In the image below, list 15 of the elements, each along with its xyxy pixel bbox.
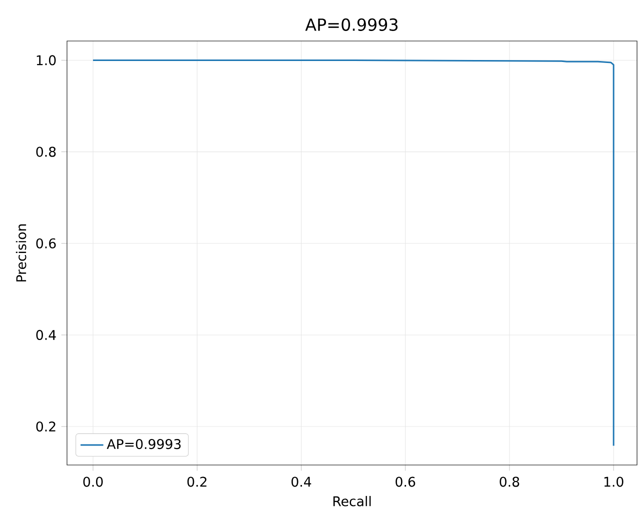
x-tick-label: 0.2 bbox=[187, 476, 206, 487]
y-tick-label: 0.4 bbox=[36, 330, 56, 340]
x-tick-label: 0.6 bbox=[396, 476, 416, 487]
x-tick-label: 0.0 bbox=[83, 476, 103, 487]
y-tick-label: 0.6 bbox=[36, 238, 56, 248]
y-tick-label: 0.8 bbox=[36, 146, 56, 157]
x-tick-label: 1.0 bbox=[604, 476, 624, 487]
x-axis-title: Recall bbox=[333, 496, 371, 506]
y-tick-label: 0.2 bbox=[36, 421, 56, 432]
legend-label: AP=0.9993 bbox=[106, 439, 181, 450]
x-tick-label: 0.8 bbox=[500, 476, 520, 487]
y-tick-label: 1.0 bbox=[36, 55, 56, 66]
chart-title: AP=0.9993 bbox=[305, 18, 398, 31]
x-tick-label: 0.4 bbox=[292, 476, 312, 487]
y-axis-title: Precision bbox=[16, 224, 26, 282]
